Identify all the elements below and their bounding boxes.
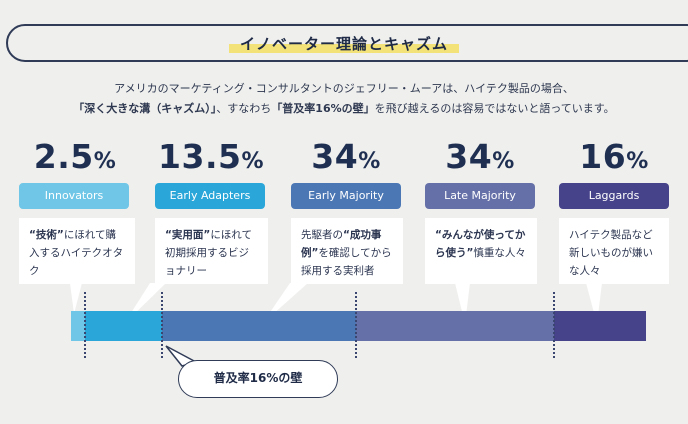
card-text: 慎重な人々 [473, 247, 526, 259]
tail-innovators [70, 283, 82, 314]
category-late-majority: Late Majority [425, 183, 535, 209]
pct-innovators: 2.5% [10, 137, 140, 176]
pct-sign: % [241, 149, 264, 174]
card-text: を確認してから採用する実利者 [301, 247, 392, 277]
pct-value: 34 [311, 137, 359, 176]
card-text: ハイテク製品など新しいものが嫌いな人々 [569, 229, 653, 277]
category-early-adapters: Early Adapters [155, 183, 265, 209]
pct-value: 16 [579, 137, 627, 176]
pct-early-majority: 34% [281, 137, 411, 176]
card-prefix: 先駆者の [301, 229, 343, 241]
divider-line [553, 292, 555, 358]
intro-line-2: 「深く大きな溝（キャズム）」、すなわち「普及率16%の壁」を飛び越えるのは容易で… [0, 100, 688, 116]
bar-late-majority [356, 311, 554, 341]
page-title: イノベーター理論とキャズム [239, 35, 448, 53]
pct-early-adapters: 13.5% [146, 137, 276, 176]
bar-innovators [71, 311, 85, 341]
card-early-majority: 先駆者の“成功事例”を確認してから採用する実利者 [291, 218, 403, 284]
pct-value: 13.5 [158, 137, 242, 176]
intro-ending: を飛び越えるのは容易ではないと語っています。 [374, 102, 615, 115]
pct-late-majority: 34% [415, 137, 545, 176]
card-text: にほれて初期採用するビジョナリー [165, 229, 252, 277]
card-keyword: “みんなが使ってから使う” [435, 229, 526, 259]
card-keyword: “実用面” [165, 229, 211, 241]
intro-line-1: アメリカのマーケティング・コンサルタントのジェフリー・ムーアは、ハイテク製品の場… [114, 82, 574, 95]
divider-line [84, 292, 86, 358]
title-highlight [229, 44, 459, 53]
pct-sign: % [492, 149, 515, 174]
pct-laggards: 16% [549, 137, 679, 176]
category-laggards: Laggards [559, 183, 669, 209]
card-late-majority: “みんなが使ってから使う”慎重な人々 [425, 218, 537, 284]
pct-value: 2.5 [33, 137, 94, 176]
card-keyword: “成功事例” [301, 229, 382, 259]
title-frame [6, 24, 688, 62]
chasm-label: 普及率16%の壁 [178, 360, 338, 398]
card-early-adapters: “実用面”にほれて初期採用するビジョナリー [155, 218, 268, 284]
bar-laggards [554, 311, 646, 341]
card-innovators: “技術”にほれて購入するハイテクオタク [19, 218, 135, 284]
divider-line [355, 292, 357, 358]
bar-early-adapters [85, 311, 162, 341]
pct-value: 34 [445, 137, 493, 176]
pct-sign: % [93, 149, 117, 174]
intro-chasm-term: 「深く大きな溝（キャズム）」 [73, 102, 217, 115]
pct-sign: % [358, 149, 381, 174]
category-innovators: Innovators [19, 183, 129, 209]
card-text: にほれて購入するハイテクオタク [29, 229, 124, 277]
card-laggards: ハイテク製品など新しいものが嫌いな人々 [559, 218, 669, 284]
card-keyword: “技術” [29, 229, 64, 241]
intro-wall-term: 「普及率16%の壁」 [271, 102, 375, 115]
chasm-divider-line [161, 292, 163, 358]
pct-sign: % [626, 149, 649, 174]
category-early-majority: Early Majority [291, 183, 401, 209]
intro-connector: 、すなわち [216, 102, 272, 115]
bar-early-majority [162, 311, 356, 341]
